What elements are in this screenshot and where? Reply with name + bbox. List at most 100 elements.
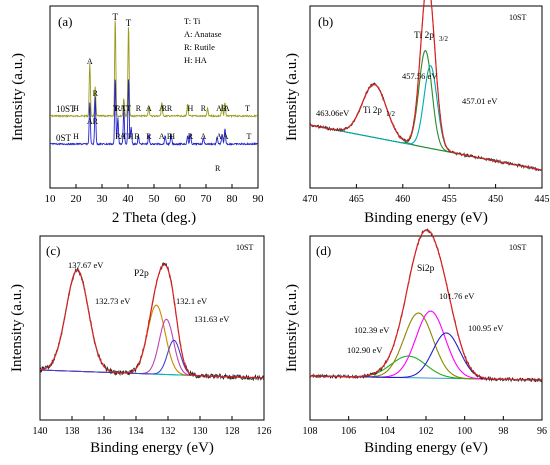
legend-entry-2: R: Rutile xyxy=(184,42,215,52)
peak-label-0st-2: H xyxy=(73,132,79,141)
legend-entry-0: T: Ti xyxy=(184,16,201,26)
panel-b: (b) 10ST Ti 2p 3/2 463.06eV Ti 2p 1/2 457.56 … xyxy=(284,0,550,226)
x-tick-label-3: 40 xyxy=(123,193,135,205)
panel-d: (d) 10ST Si2p 102.90 eV 102.39 eV 101.76 eV… xyxy=(284,227,547,456)
x-tick-label-6: 128 xyxy=(225,426,240,437)
sample-label-10ST: 10ST xyxy=(56,104,76,114)
x-tick-label-1: 20 xyxy=(71,193,83,205)
x-tick-label-0: 140 xyxy=(33,426,48,437)
panel-a: (a) T: Ti A: Anatase R: Rutile H: HA 10ST 0S… xyxy=(10,5,265,226)
x-tick-label-6: 70 xyxy=(201,193,213,205)
fit-component-0 xyxy=(40,269,264,379)
title-label-sub: 3/2 xyxy=(439,35,448,43)
x-tick-label-2: 30 xyxy=(97,193,109,205)
peak-label-2: 101.76 eV xyxy=(439,291,475,301)
peak-label-10st-14: R xyxy=(201,104,207,113)
peak-label-0st-5: T xyxy=(122,132,127,141)
x-tick-label-3: 134 xyxy=(129,426,144,437)
title-label: Ti 2p xyxy=(414,31,434,41)
peak-label-2: 132.1 eV xyxy=(176,296,208,306)
peak-label-1: 132.73 eV xyxy=(95,296,131,306)
peak-label-0st-4: A xyxy=(120,132,126,141)
x-tick-label-2: 104 xyxy=(380,426,395,437)
x-tick-label-4: 132 xyxy=(161,426,176,437)
x-tick-label-0: 10 xyxy=(45,193,57,205)
peak-label-0st-13: A xyxy=(201,132,207,141)
panel-b-ylabel: Intensity (a.u.) xyxy=(284,53,300,141)
peak-label-0st-12: R xyxy=(188,132,194,141)
peak-label-10st-5: R xyxy=(115,104,121,113)
peak-label-10st-4: H xyxy=(73,104,79,113)
x-tick-label-5: 98 xyxy=(498,426,508,437)
envelope-fit xyxy=(310,229,542,381)
x-tick-label-4: 50 xyxy=(149,193,161,205)
peak-label-0st-9: A xyxy=(159,132,165,141)
peak-label-10st-0: A xyxy=(87,57,93,66)
x-tick-label-5: 60 xyxy=(175,193,187,205)
raw-spectrum xyxy=(309,227,543,383)
peak-label-10st-11: A xyxy=(159,104,165,113)
peak-label-10st-7: A xyxy=(120,104,126,113)
peak-label-10st-3: T xyxy=(126,104,131,113)
title-label: P2p xyxy=(134,269,149,279)
fit-component-3 xyxy=(310,332,542,381)
peak-label-0st-6: H xyxy=(128,132,134,141)
peak-label-0st-10: R xyxy=(167,132,173,141)
x-tick-label-2: 460 xyxy=(395,194,410,205)
peak-label-T-2: T xyxy=(126,18,132,28)
fit-component-0 xyxy=(309,83,543,171)
legend-entry-1: A: Anatase xyxy=(184,29,222,39)
peak-label-10st-13: H xyxy=(188,104,194,113)
peak-label-10st-1: R xyxy=(93,89,99,98)
x-tick-label-0: 108 xyxy=(303,426,318,437)
peak-label-0: 102.90 eV xyxy=(347,345,383,355)
envelope-fit xyxy=(309,0,543,171)
peak-label-1: 102.39 eV xyxy=(354,325,390,335)
panel-a-ylabel: Intensity (a.u.) xyxy=(10,53,26,141)
raw-spectrum xyxy=(39,261,265,382)
fit-component-3 xyxy=(40,339,264,379)
peak-label-10st-17: R xyxy=(222,104,228,113)
x-tick-label-5: 130 xyxy=(193,426,208,437)
peak-label-10st-10: R xyxy=(162,104,168,113)
peak-label-0st-1: R xyxy=(93,117,99,126)
series-line-0ST xyxy=(49,79,259,147)
panel-b-sample: 10ST xyxy=(509,13,526,22)
x-tick-label-0: 470 xyxy=(303,194,318,205)
peak-label-10st-9: A xyxy=(146,104,152,113)
panel-a-frame xyxy=(49,5,259,189)
panel-c: (c) 10ST P2p 137.67 eV 132.73 eV 132.1 eV 13… xyxy=(9,235,272,456)
x-tick-label-6: 96 xyxy=(537,426,547,437)
envelope-fit xyxy=(40,264,264,379)
peak-label-0st-11: H xyxy=(169,132,175,141)
peak-label-10st-12: R xyxy=(167,104,173,113)
x-tick-label-1: 465 xyxy=(349,194,364,205)
x-tick-label-7: 126 xyxy=(257,426,272,437)
x-tick-label-3: 455 xyxy=(442,194,457,205)
peak-label-10st-2: T xyxy=(113,104,118,113)
panel-b-tag: (b) xyxy=(318,14,333,29)
legend-entry-3: H: HA xyxy=(184,55,208,65)
peak-label-T-1: T xyxy=(113,12,119,22)
peak-label-10st-8: R xyxy=(136,104,142,113)
peak-label-3: 100.95 eV xyxy=(468,323,504,333)
panel-d-xlabel: Binding energy (eV) xyxy=(364,440,488,456)
x-tick-label-1: 106 xyxy=(341,426,356,437)
fit-component-1 xyxy=(310,312,542,381)
panel-d-sample: 10ST xyxy=(509,243,526,252)
panel-c-ylabel: Intensity (a.u.) xyxy=(9,284,25,372)
panel-c-tag: (c) xyxy=(46,243,60,258)
peak-label-0: 463.06eV xyxy=(316,108,350,118)
peak-label-0: 137.67 eV xyxy=(68,260,104,270)
peak-label-10st-16: A xyxy=(224,104,230,113)
peak-label-0st-16: T xyxy=(246,132,251,141)
panel-c-xlabel: Binding energy (eV) xyxy=(90,440,214,456)
peak-label-1: 457.56 eV xyxy=(402,71,438,81)
peak-label-0st-8: R xyxy=(146,132,152,141)
x-tick-label-8: 90 xyxy=(253,193,265,205)
x-tick-label-3: 102 xyxy=(419,426,434,437)
peak-label-0st-14: A xyxy=(216,132,222,141)
x-tick-label-7: 80 xyxy=(227,193,239,205)
panel-d-ylabel: Intensity (a.u.) xyxy=(284,284,300,372)
